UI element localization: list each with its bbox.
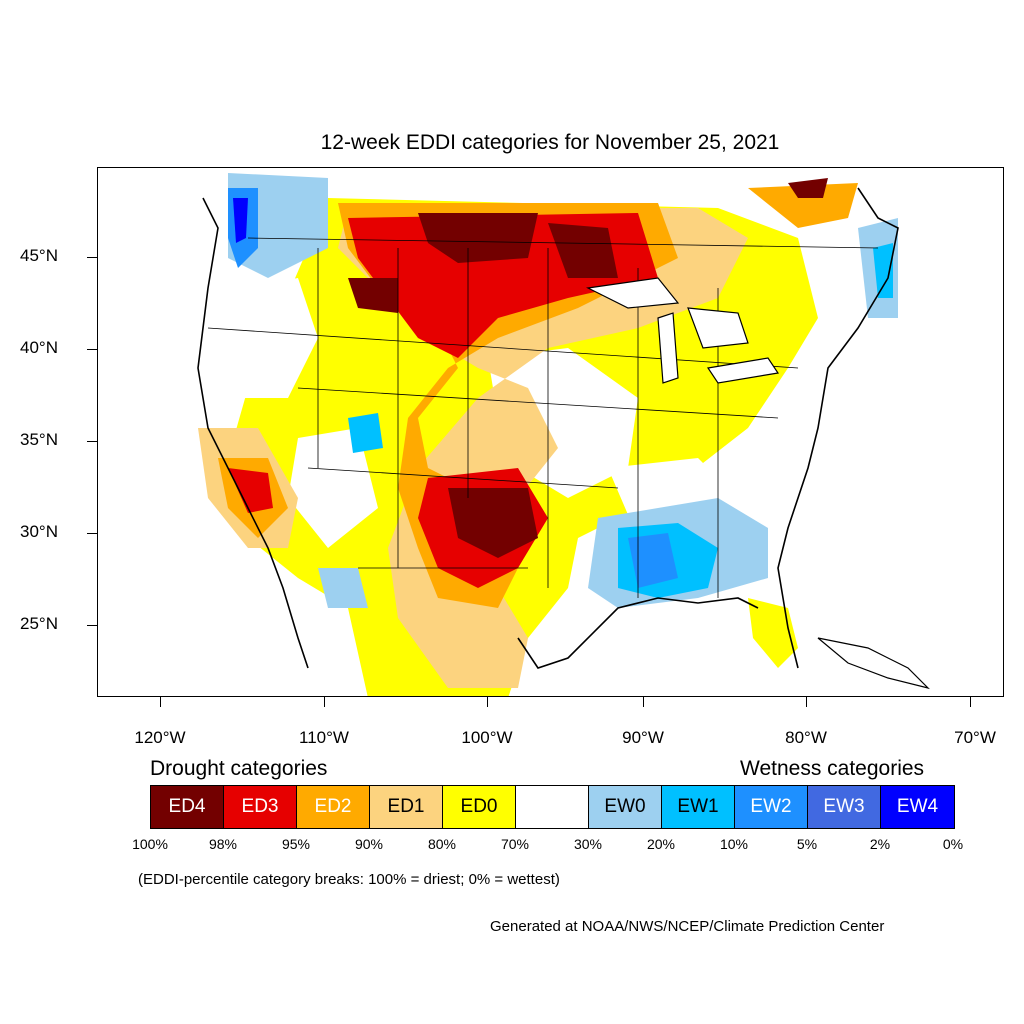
percentile-label: 0% — [942, 836, 964, 852]
lat-label: 30°N — [20, 522, 58, 541]
map-panel — [97, 167, 1004, 697]
ew1-region — [873, 243, 893, 298]
legend-swatch: ED4 — [151, 786, 224, 828]
lat-tick — [87, 349, 97, 350]
lon-label: 80°W — [785, 728, 827, 747]
legend-swatch: EW4 — [881, 786, 954, 828]
ew0-region — [318, 568, 368, 608]
percentile-label: 100% — [132, 836, 168, 852]
lon-tick — [160, 697, 161, 707]
percentile-label: 95% — [281, 836, 311, 852]
ed2-region — [748, 183, 858, 228]
eddi-map — [197, 173, 930, 696]
ew2-region — [628, 533, 678, 588]
lat-label: 25°N — [20, 614, 58, 633]
map-title: 12-week EDDI categories for November 25,… — [320, 131, 780, 154]
percentile-label: 2% — [869, 836, 891, 852]
lat-tick — [87, 625, 97, 626]
percentile-label: 80% — [427, 836, 457, 852]
percentile-label: 98% — [208, 836, 238, 852]
lon-label: 90°W — [622, 728, 664, 747]
ew4-region — [233, 198, 248, 243]
lon-tick — [806, 697, 807, 707]
category-note: (EDDI-percentile category breaks: 100% =… — [138, 871, 560, 888]
legend-swatch: ED3 — [224, 786, 297, 828]
percentile-label: 10% — [719, 836, 749, 852]
ew1-region — [348, 413, 383, 453]
legend-swatch: ED2 — [297, 786, 370, 828]
lon-tick — [324, 697, 325, 707]
legend-swatch: EW0 — [589, 786, 662, 828]
ed4-region — [448, 488, 538, 558]
neutral-region — [288, 428, 378, 548]
lat-tick — [87, 441, 97, 442]
cuba-outline — [817, 637, 930, 690]
lat-label: 40°N — [20, 338, 58, 357]
percentile-label: 5% — [796, 836, 818, 852]
lat-tick — [87, 533, 97, 534]
legend-swatch — [516, 786, 589, 828]
legend-swatch: EW2 — [735, 786, 808, 828]
legend-swatch: ED0 — [443, 786, 516, 828]
percentile-label: 30% — [573, 836, 603, 852]
percentile-label: 70% — [500, 836, 530, 852]
ed4-region — [418, 213, 538, 263]
legend-swatch: ED1 — [370, 786, 443, 828]
lon-tick — [487, 697, 488, 707]
wetness-legend-heading: Wetness categories — [740, 757, 925, 780]
percentile-label: 90% — [354, 836, 384, 852]
great-lakes — [586, 277, 780, 384]
lat-tick — [87, 257, 97, 258]
neutral-region — [238, 278, 318, 398]
ed4-region — [548, 223, 618, 278]
ed3-region — [228, 468, 273, 513]
credit-line: Generated at NOAA/NWS/NCEP/Climate Predi… — [490, 918, 885, 935]
coastline — [197, 187, 899, 669]
legend-swatch: EW3 — [808, 786, 881, 828]
lon-label: 100°W — [461, 728, 513, 747]
lon-label: 110°W — [299, 728, 349, 747]
percentile-label: 20% — [646, 836, 676, 852]
lon-label: 120°W — [134, 728, 186, 747]
ed4-region — [788, 178, 828, 198]
ed4-region — [348, 278, 398, 313]
lon-label: 70°W — [954, 728, 996, 747]
lat-label: 35°N — [20, 430, 58, 449]
lat-label: 45°N — [20, 246, 58, 265]
category-legend: ED4 ED3 ED2 ED1 ED0 EW0 EW1 EW2 EW3 EW4 — [150, 785, 955, 829]
lon-tick — [643, 697, 644, 707]
lon-tick — [970, 697, 971, 707]
legend-swatch: EW1 — [662, 786, 735, 828]
drought-legend-heading: Drought categories — [150, 757, 328, 780]
